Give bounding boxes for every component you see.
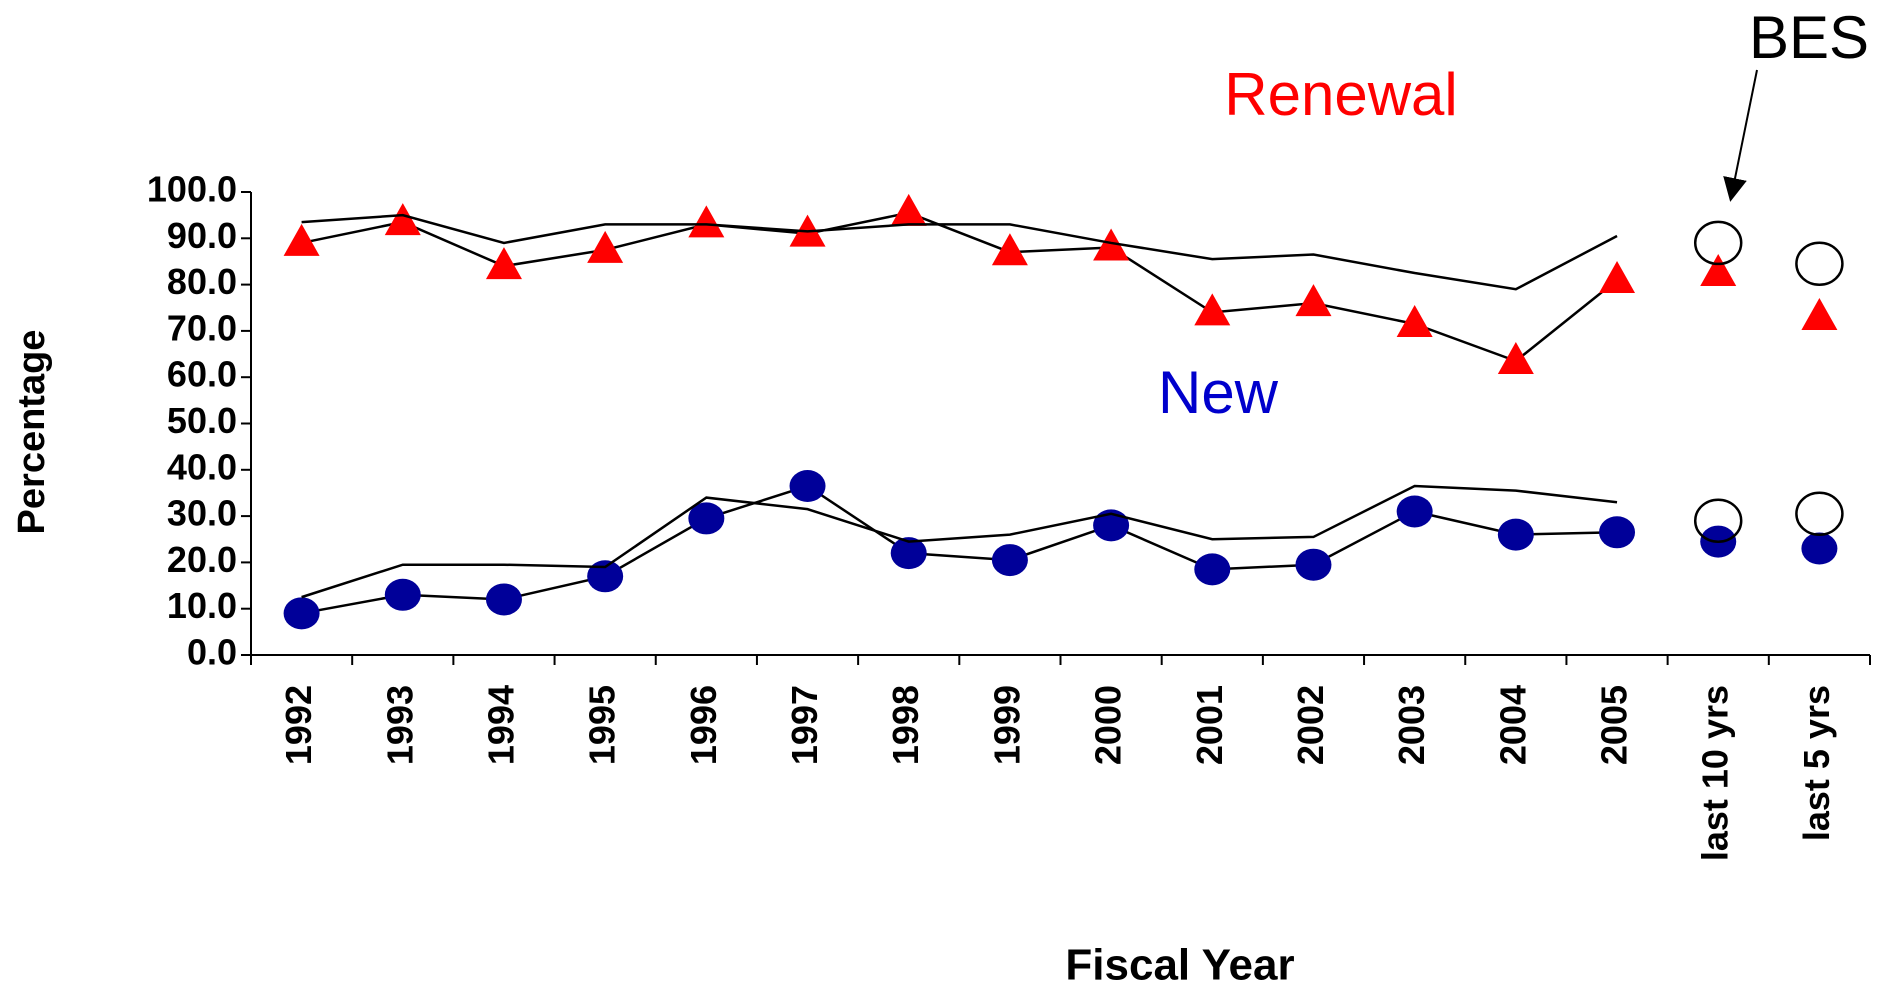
marker-triangle xyxy=(1295,284,1332,317)
y-tick-label: 0.0 xyxy=(187,632,237,673)
marker-triangle xyxy=(485,247,522,280)
marker-circle xyxy=(890,537,927,570)
marker-triangle xyxy=(283,223,320,256)
marker-circle xyxy=(283,597,320,630)
marker-circle xyxy=(688,502,725,535)
x-tick-label: 1997 xyxy=(784,685,825,765)
marker-triangle xyxy=(384,203,421,236)
annotation-arrow xyxy=(1723,69,1758,202)
marker-open-circle xyxy=(1693,220,1743,266)
x-tick-label: 1995 xyxy=(582,685,623,765)
annotation: BES xyxy=(1749,4,1869,71)
x-tick-label: 1993 xyxy=(379,685,420,765)
marker-triangle xyxy=(587,230,624,263)
series-line xyxy=(301,484,1618,599)
x-tick-label: 1999 xyxy=(986,685,1027,765)
x-tick-label: 1996 xyxy=(683,685,724,765)
marker-triangle xyxy=(1497,341,1534,374)
marker-triangle xyxy=(1396,304,1433,337)
marker-triangle xyxy=(1093,228,1130,261)
x-tick-label: 2001 xyxy=(1189,685,1230,765)
marker-open-circle xyxy=(1795,491,1844,537)
y-axis-title: Percentage xyxy=(11,330,53,535)
marker-circle xyxy=(1295,548,1332,581)
marker-triangle xyxy=(1801,298,1838,331)
marker-triangle xyxy=(1194,293,1231,326)
x-tick-label: 2002 xyxy=(1290,685,1331,765)
x-tick-label: 2000 xyxy=(1088,685,1129,765)
y-tick-label: 20.0 xyxy=(167,539,237,580)
y-tick-label: 10.0 xyxy=(167,585,237,626)
marker-circle xyxy=(991,544,1028,577)
series-line xyxy=(301,213,1618,291)
y-tick-label: 50.0 xyxy=(167,400,237,441)
x-tick-label: 2003 xyxy=(1391,685,1432,765)
x-axis-title: Fiscal Year xyxy=(1065,941,1294,987)
x-tick-label: 2005 xyxy=(1594,685,1635,765)
x-tick-label: last 10 yrs xyxy=(1695,685,1736,861)
marker-triangle xyxy=(991,233,1028,266)
y-tick-label: 100.0 xyxy=(147,169,237,210)
marker-open-circle xyxy=(1693,498,1743,543)
marker-circle xyxy=(1093,509,1130,542)
marker-circle xyxy=(587,560,624,593)
y-tick-label: 40.0 xyxy=(167,446,237,487)
marker-circle xyxy=(384,578,421,611)
marker-triangle xyxy=(1700,254,1737,287)
series-line xyxy=(301,211,1618,363)
marker-circle xyxy=(789,470,826,503)
x-tick-label: 1992 xyxy=(278,685,319,765)
x-tick-label: 2004 xyxy=(1492,685,1533,765)
y-tick-label: 70.0 xyxy=(167,307,237,348)
marker-triangle xyxy=(1599,260,1636,293)
marker-triangle xyxy=(688,205,725,238)
marker-circle xyxy=(485,583,522,616)
marker-circle xyxy=(1396,495,1433,528)
x-tick-label: 1998 xyxy=(885,685,926,765)
marker-open-circle xyxy=(1795,241,1844,287)
y-tick-label: 90.0 xyxy=(167,215,237,256)
y-tick-label: 60.0 xyxy=(167,354,237,395)
series-label: Renewal xyxy=(1224,61,1457,128)
x-tick-label: last 5 yrs xyxy=(1796,685,1837,841)
y-tick-label: 80.0 xyxy=(167,261,237,302)
marker-circle xyxy=(1497,518,1534,551)
marker-circle xyxy=(1801,532,1838,565)
marker-circle xyxy=(1599,516,1636,549)
series-label: New xyxy=(1158,359,1279,426)
marker-circle xyxy=(1194,553,1231,586)
y-tick-label: 30.0 xyxy=(167,493,237,534)
marker-triangle xyxy=(890,193,927,226)
x-tick-label: 1994 xyxy=(480,685,521,765)
